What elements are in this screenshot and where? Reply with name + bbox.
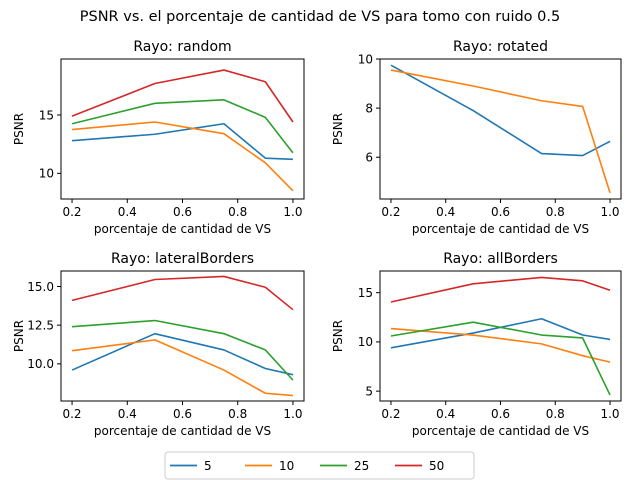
x-tick-label: 0.8 [228, 205, 247, 219]
subplots: 0.2 0.4 0.6 0.8 1.0 10 15 Rayo: random porcentaj… [12, 39, 622, 438]
y-tick-label: 10 [358, 52, 373, 66]
series-line-5 [71, 122, 293, 161]
subplot-title: Rayo: allBorders [443, 251, 558, 267]
series-line-5 [390, 317, 611, 349]
series-line-10 [390, 69, 611, 194]
series-line-5 [71, 332, 294, 376]
series-line-50 [71, 69, 294, 123]
x-tick-label: 1.0 [283, 407, 302, 421]
y-tick-label: 6 [365, 151, 373, 165]
legend-label-50: 50 [429, 459, 444, 473]
x-tick-label: 0.6 [173, 407, 192, 421]
series-line-5 [390, 64, 611, 157]
x-tick-label: 0.6 [173, 205, 192, 219]
x-tick-label: 0.6 [491, 407, 510, 421]
series-line-25 [71, 319, 294, 381]
y-axis-label: PSNR [12, 113, 26, 145]
y-tick-label: 15 [358, 286, 373, 300]
plot-frame [60, 58, 305, 200]
series-line-50 [390, 276, 611, 303]
y-tick-label: 10.0 [27, 357, 54, 371]
subplot-rayo-random: 0.2 0.4 0.6 0.8 1.0 10 15 Rayo: random porcentaj… [12, 39, 305, 236]
y-tick-label: 10 [358, 335, 373, 349]
series-line-10 [71, 339, 294, 397]
x-tick-label: 0.4 [436, 205, 455, 219]
x-tick-label: 0.4 [436, 407, 455, 421]
x-tick-label: 0.8 [228, 407, 247, 421]
x-tick-label: 0.2 [381, 205, 400, 219]
subplot-title: Rayo: random [133, 39, 231, 55]
subplot-rayo-rotated: 0.2 0.4 0.6 0.8 1.0 6 8 10 Rayo: rotated porcenta… [331, 39, 622, 236]
plot-frame [379, 58, 622, 200]
figure-title: PSNR vs. el porcentaje de cantidad de VS… [80, 9, 560, 25]
subplot-rayo-lateralborders: 0.2 0.4 0.6 0.8 1.0 10.0 12.5 15.0 Rayo: lateral… [12, 251, 305, 438]
x-tick-label: 0.4 [118, 407, 137, 421]
x-tick-label: 1.0 [600, 205, 619, 219]
plot-frame [60, 270, 305, 402]
series-line-25 [71, 99, 294, 154]
x-tick-label: 0.8 [546, 205, 565, 219]
y-tick-label: 12.5 [27, 318, 54, 332]
y-axis-label: PSNR [12, 320, 26, 352]
y-tick-label: 8 [365, 101, 373, 115]
series-line-25 [390, 321, 611, 396]
y-axis-label: PSNR [331, 113, 345, 145]
x-tick-label: 0.6 [491, 205, 510, 219]
legend-label-25: 25 [354, 459, 369, 473]
y-tick-label: 5 [365, 384, 373, 398]
x-tick-label: 1.0 [283, 205, 302, 219]
y-tick-label: 10 [39, 167, 54, 181]
subplot-title: Rayo: lateralBorders [111, 251, 254, 267]
x-axis-label: porcentaje de cantidad de VS [412, 424, 589, 438]
y-axis-label: PSNR [331, 320, 345, 352]
x-tick-label: 0.4 [118, 205, 137, 219]
y-tick-label: 15 [39, 108, 54, 122]
subplot-rayo-allborders: 0.2 0.4 0.6 0.8 1.0 5 10 15 Rayo: allBorders porc… [331, 251, 622, 438]
x-tick-label: 0.8 [546, 407, 565, 421]
legend-frame [164, 451, 475, 480]
x-axis-label: porcentaje de cantidad de VS [94, 222, 271, 236]
x-axis-label: porcentaje de cantidad de VS [412, 222, 589, 236]
series-line-10 [71, 121, 294, 192]
series-line-50 [71, 275, 294, 311]
x-tick-label: 0.2 [381, 407, 400, 421]
x-axis-label: porcentaje de cantidad de VS [94, 424, 271, 438]
legend-label-5: 5 [204, 459, 212, 473]
x-tick-label: 1.0 [600, 407, 619, 421]
legend: 5 10 25 50 [164, 451, 475, 480]
y-tick-label: 15.0 [27, 280, 54, 294]
x-tick-label: 0.2 [62, 205, 81, 219]
x-tick-label: 0.2 [62, 407, 81, 421]
subplot-title: Rayo: rotated [453, 39, 548, 55]
legend-label-10: 10 [279, 459, 294, 473]
